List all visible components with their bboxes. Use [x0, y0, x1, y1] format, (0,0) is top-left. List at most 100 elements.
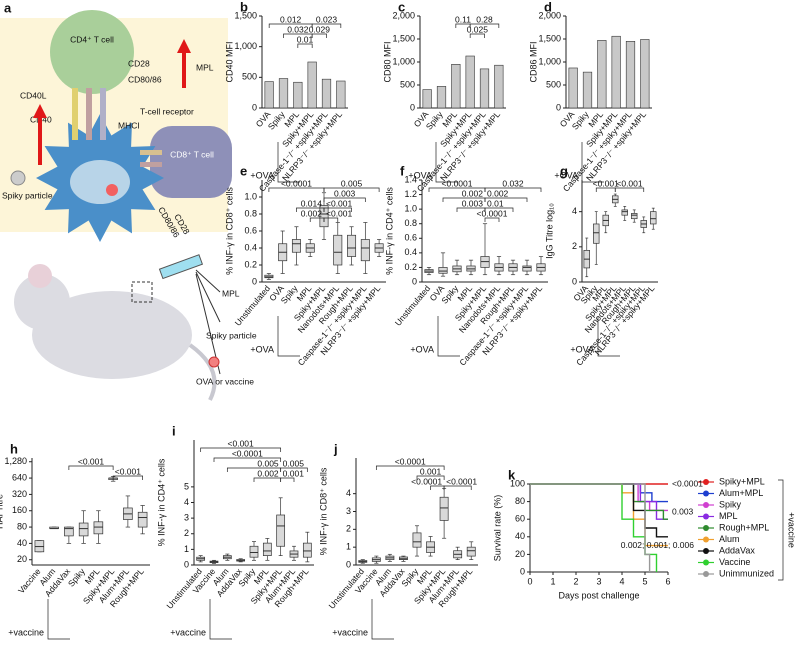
box: [439, 496, 449, 521]
survival-line: [530, 483, 658, 572]
y-tick-label: 1,500: [234, 10, 257, 20]
p-value: <0.001: [228, 438, 255, 448]
panel-letter: j: [333, 441, 338, 456]
box: [276, 514, 286, 547]
label: MPL: [196, 62, 214, 72]
receptor: [86, 88, 92, 140]
y-tick-label: 0: [520, 566, 525, 576]
p-value: <0.0001: [411, 476, 442, 486]
box: [319, 205, 329, 228]
box: [360, 239, 370, 262]
y-tick-label: 1,000: [234, 41, 257, 51]
p-value: <0.0001: [446, 476, 477, 486]
group-label: +OVA: [554, 170, 578, 180]
y-tick-label: 1,280: [4, 456, 27, 466]
y-tick-label: 80: [17, 521, 27, 531]
y-axis-label: % INF-γ in CD8⁺ cells: [318, 467, 328, 555]
y-tick-label: 20: [17, 554, 27, 564]
y-tick-label: 0.4: [244, 242, 257, 252]
y-tick-label: 1.0: [244, 191, 257, 201]
p-value: <0.0001: [477, 208, 508, 218]
y-tick-label: 1,000: [392, 56, 415, 66]
significance-bracket: [297, 43, 313, 48]
p-value: 0.023: [316, 14, 338, 24]
bar: [640, 39, 650, 109]
p-value: 0.025: [467, 24, 489, 34]
receptor: [140, 150, 162, 155]
significance-bracket: [443, 485, 472, 490]
y-axis-label: HAI Titre: [0, 494, 4, 529]
significance-bracket: [253, 477, 282, 482]
x-tick-label: 2: [573, 576, 578, 586]
group-bracket: [597, 316, 620, 357]
y-tick-label: 1.0: [404, 204, 417, 214]
y-tick-label: 5: [184, 481, 189, 491]
bar: [479, 68, 490, 109]
particle-icon: [10, 170, 26, 186]
cd8-cell: [150, 126, 232, 198]
bar: [568, 67, 578, 109]
box: [650, 211, 657, 225]
receptor: [100, 88, 106, 140]
y-tick-label: 1: [346, 542, 351, 552]
label: CD40L: [20, 90, 47, 100]
label: Spiky particle: [2, 190, 53, 200]
x-tick-label: 4: [619, 576, 624, 586]
group-label: +vaccine: [332, 627, 368, 637]
y-tick-label: 0.6: [244, 225, 257, 235]
bar: [582, 71, 593, 109]
box: [631, 213, 638, 220]
p-value: <0.0001: [281, 178, 312, 188]
y-axis-label: % INF-γ in CD4⁺ cells: [384, 187, 394, 275]
y-axis-label: % INF-γ in CD8⁺ cells: [224, 187, 234, 275]
y-tick-label: 4: [184, 497, 189, 507]
bar: [321, 78, 332, 109]
group-bracket: [437, 316, 460, 357]
label: T-cell receptor: [140, 106, 194, 116]
survival-line: [530, 483, 668, 512]
significance-bracket: [469, 23, 500, 28]
panel-letter: g: [560, 163, 568, 178]
group-label: +OVA: [250, 344, 274, 354]
label: MPL: [222, 288, 240, 298]
p-value: 0.003: [334, 188, 356, 198]
label: CD4⁺ T cell: [70, 34, 114, 44]
label: CD8⁺ T cell: [170, 149, 214, 159]
significance-bracket: [484, 187, 542, 192]
p-value: <0.001: [593, 178, 620, 188]
panel-letter: a: [4, 0, 12, 15]
p-value: 0.001: [283, 468, 305, 478]
p-value: 0.012: [280, 14, 302, 24]
box: [262, 542, 272, 556]
legend-label: Alum+MPL: [719, 488, 763, 498]
ova: [106, 184, 118, 196]
panel-letter: f: [400, 163, 405, 178]
p-value: <0.001: [326, 198, 353, 208]
y-tick-label: 4: [346, 488, 351, 498]
p-value: <0.001: [616, 178, 643, 188]
p-value: <0.0001: [232, 448, 263, 458]
y-tick-label: 0: [572, 276, 577, 286]
group-label: +vaccine: [787, 512, 797, 548]
p-value: 0.029: [309, 24, 331, 34]
significance-bracket: [484, 207, 514, 212]
y-tick-label: 1.2: [404, 189, 417, 199]
receptor: [72, 88, 78, 140]
x-tick-label: 1: [550, 576, 555, 586]
group-bracket: [778, 479, 784, 581]
box: [438, 267, 448, 274]
y-axis-label: % INF-γ in CD4⁺ cells: [156, 458, 166, 546]
box: [593, 223, 600, 244]
syringe: [158, 254, 204, 280]
legend-label: Spiky: [719, 499, 742, 509]
bar: [264, 81, 274, 109]
p-value: 0.014: [301, 198, 323, 208]
receptor: [140, 162, 162, 167]
y-tick-label: 2,000: [392, 10, 415, 20]
y-tick-label: 1,000: [538, 56, 561, 66]
y-axis-label: Survival rate (%): [492, 495, 502, 562]
panel-letter: e: [240, 163, 247, 178]
y-tick-label: 0.6: [404, 233, 417, 243]
group-bracket: [435, 142, 458, 183]
